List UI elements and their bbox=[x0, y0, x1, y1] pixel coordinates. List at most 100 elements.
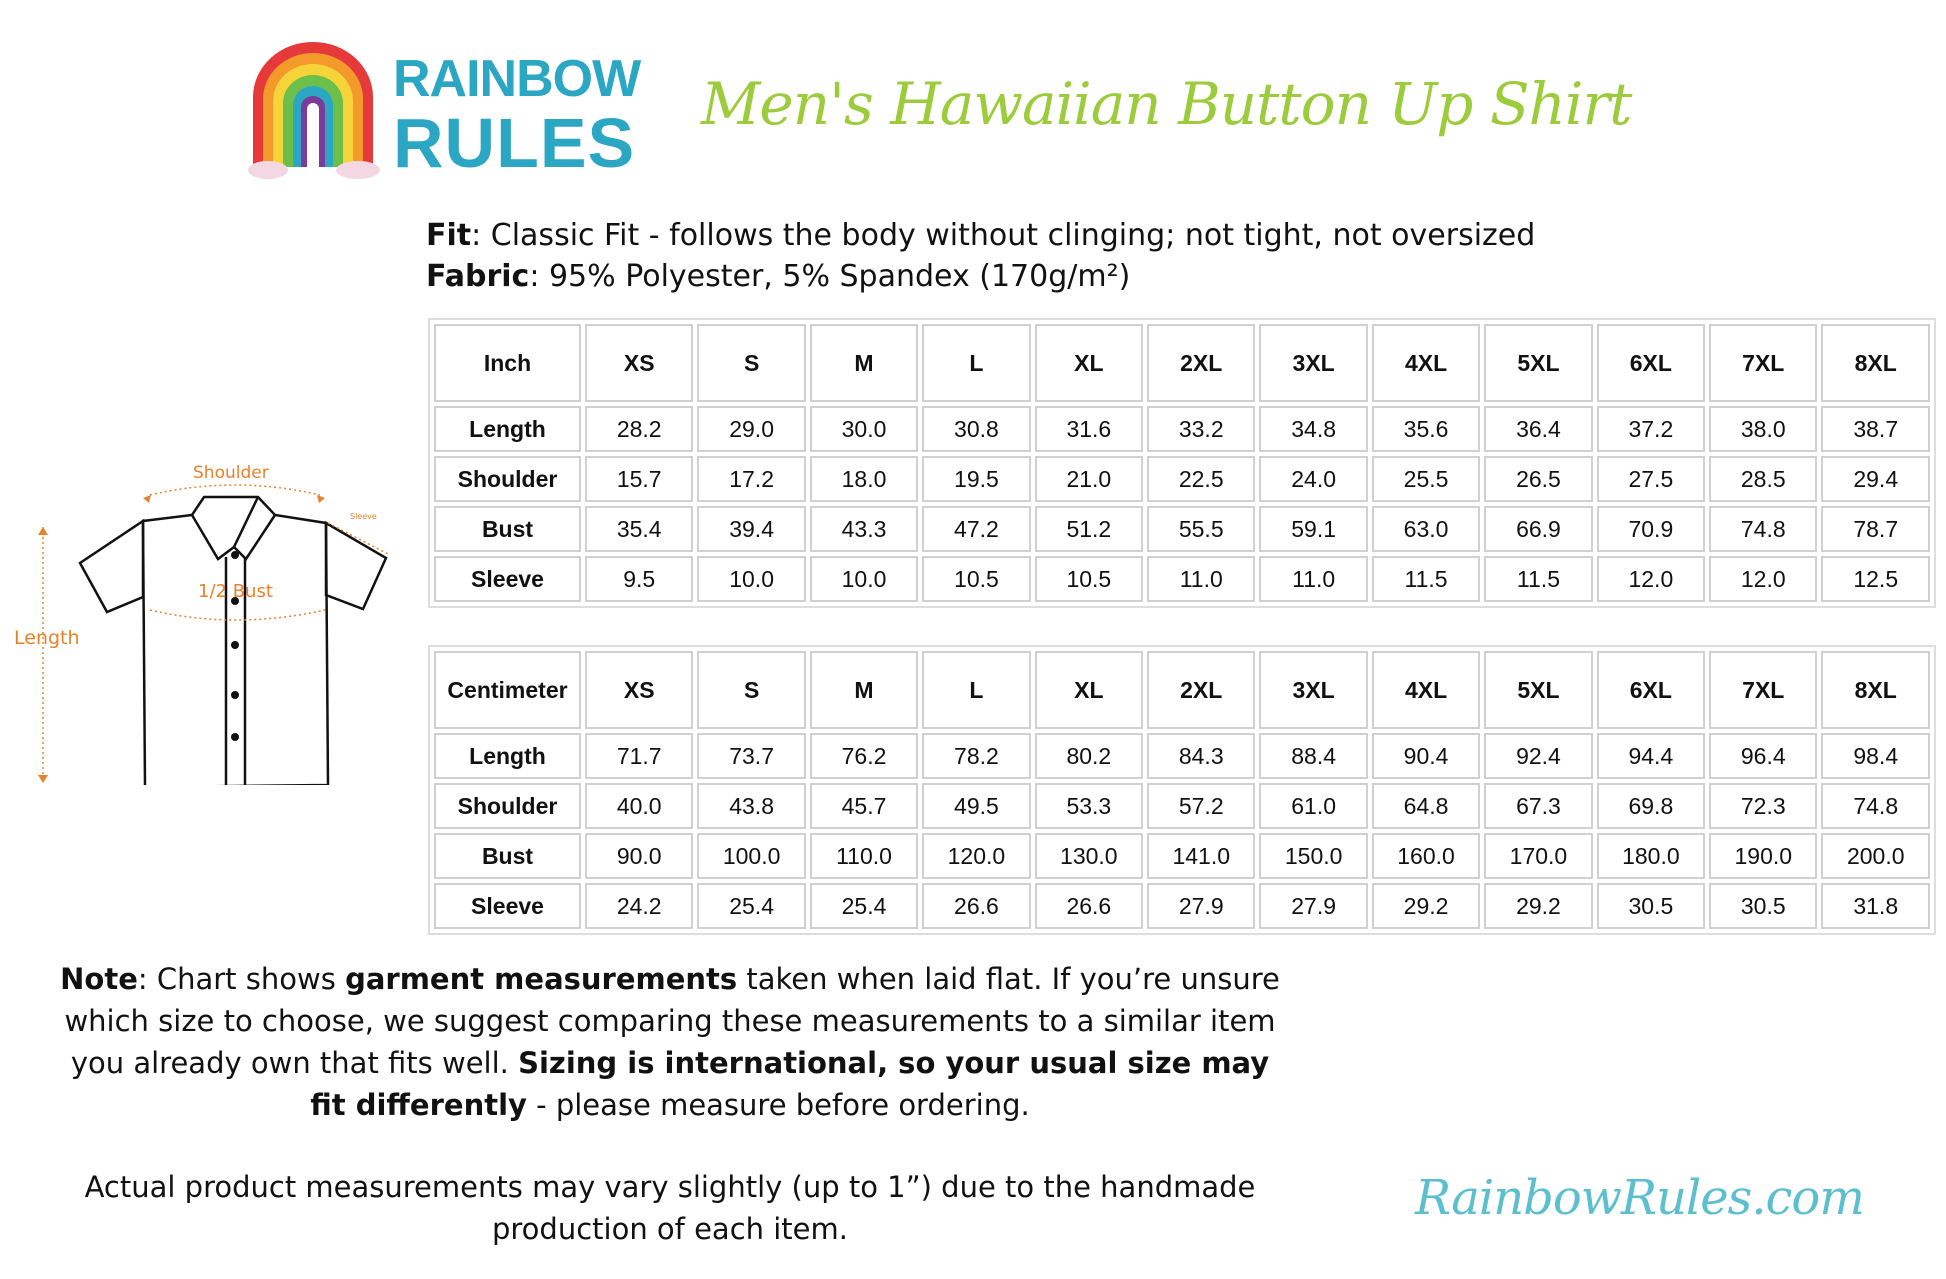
measurement-cell: 59.1 bbox=[1259, 506, 1368, 552]
measurement-cell: 190.0 bbox=[1709, 833, 1818, 879]
inch-size-table: Inch XS S M L XL 2XL 3XL 4XL 5XL 6XL 7XL 8XL Length 28… bbox=[428, 318, 1936, 608]
row-label: Length bbox=[434, 733, 581, 779]
measurement-cell: 74.8 bbox=[1709, 506, 1818, 552]
measurement-cell: 10.0 bbox=[809, 556, 919, 602]
website-logo: RainbowRules.com bbox=[1415, 1170, 1865, 1226]
fit-spec: Fit: Classic Fit - follows the body with… bbox=[426, 218, 1535, 253]
measurement-cell: 11.0 bbox=[1147, 556, 1256, 602]
measurement-cell: 36.4 bbox=[1484, 406, 1593, 452]
size-header: XL bbox=[1034, 651, 1144, 729]
measurement-cell: 150.0 bbox=[1259, 833, 1368, 879]
table-row: Shoulder 40.0 43.8 45.7 49.5 53.3 57.2 61.0 64.8… bbox=[434, 783, 1930, 829]
row-label: Bust bbox=[434, 506, 581, 552]
measurement-cell: 38.0 bbox=[1709, 406, 1818, 452]
measurement-cell: 71.7 bbox=[585, 733, 694, 779]
measurement-cell: 11.5 bbox=[1484, 556, 1593, 602]
measurement-cell: 53.3 bbox=[1034, 783, 1144, 829]
measurement-cell: 30.8 bbox=[922, 406, 1031, 452]
measurement-cell: 84.3 bbox=[1147, 733, 1256, 779]
size-header: 5XL bbox=[1484, 651, 1593, 729]
table-row: Length 71.7 73.7 76.2 78.2 80.2 84.3 88.4 90.4 92… bbox=[434, 733, 1930, 779]
header-row: Centimeter XS S M L XL 2XL 3XL 4XL 5XL 6XL 7XL 8XL bbox=[434, 651, 1930, 729]
rainbow-arch-icon bbox=[248, 42, 380, 179]
measurement-cell: 47.2 bbox=[922, 506, 1031, 552]
measurement-cell: 27.5 bbox=[1596, 456, 1706, 502]
unit-header: Centimeter bbox=[434, 651, 581, 729]
measurement-cell: 92.4 bbox=[1484, 733, 1593, 779]
size-header: M bbox=[809, 324, 919, 402]
measurement-cell: 72.3 bbox=[1709, 783, 1818, 829]
measurement-cell: 30.5 bbox=[1596, 883, 1706, 929]
measurement-cell: 30.0 bbox=[809, 406, 919, 452]
header-row: Inch XS S M L XL 2XL 3XL 4XL 5XL 6XL 7XL 8XL bbox=[434, 324, 1930, 402]
measurement-cell: 11.5 bbox=[1371, 556, 1481, 602]
measurement-cell: 90.0 bbox=[585, 833, 694, 879]
size-header: 8XL bbox=[1821, 324, 1930, 402]
table-row: Shoulder 15.7 17.2 18.0 19.5 21.0 22.5 24.0 25.5… bbox=[434, 456, 1930, 502]
measurement-cell: 40.0 bbox=[585, 783, 694, 829]
measurement-cell: 26.6 bbox=[922, 883, 1031, 929]
measurement-cell: 34.8 bbox=[1259, 406, 1368, 452]
measurement-cell: 90.4 bbox=[1371, 733, 1481, 779]
measurement-cell: 94.4 bbox=[1596, 733, 1706, 779]
measurement-cell: 22.5 bbox=[1147, 456, 1256, 502]
measurement-cell: 55.5 bbox=[1147, 506, 1256, 552]
measurement-cell: 67.3 bbox=[1484, 783, 1593, 829]
measurement-cell: 29.2 bbox=[1371, 883, 1481, 929]
shirt-icon bbox=[38, 484, 391, 789]
size-header: M bbox=[809, 651, 919, 729]
measurement-cell: 130.0 bbox=[1034, 833, 1144, 879]
measurement-cell: 15.7 bbox=[585, 456, 694, 502]
note-label: Note bbox=[60, 962, 138, 996]
measurement-cell: 26.6 bbox=[1034, 883, 1144, 929]
measurement-cell: 24.0 bbox=[1259, 456, 1368, 502]
measurement-cell: 120.0 bbox=[922, 833, 1031, 879]
measurement-cell: 170.0 bbox=[1484, 833, 1593, 879]
size-header: XS bbox=[585, 651, 694, 729]
measurement-cell: 19.5 bbox=[922, 456, 1031, 502]
size-header: L bbox=[922, 324, 1031, 402]
row-label: Shoulder bbox=[434, 456, 581, 502]
measurement-cell: 74.8 bbox=[1821, 783, 1930, 829]
note-paragraph: Note: Chart shows garment measurements t… bbox=[60, 958, 1280, 1126]
measurement-cell: 80.2 bbox=[1034, 733, 1144, 779]
row-label: Shoulder bbox=[434, 783, 581, 829]
measurement-cell: 200.0 bbox=[1821, 833, 1930, 879]
measurement-cell: 69.8 bbox=[1596, 783, 1706, 829]
size-header: 4XL bbox=[1371, 324, 1481, 402]
measurement-cell: 27.9 bbox=[1259, 883, 1368, 929]
measurement-cell: 98.4 bbox=[1821, 733, 1930, 779]
measurement-cell: 51.2 bbox=[1034, 506, 1144, 552]
logo-line2: RULES bbox=[393, 104, 636, 182]
row-label: Sleeve bbox=[434, 883, 581, 929]
measurement-cell: 39.4 bbox=[697, 506, 806, 552]
size-header: 2XL bbox=[1147, 324, 1256, 402]
measurement-cell: 70.9 bbox=[1596, 506, 1706, 552]
measurement-cell: 160.0 bbox=[1371, 833, 1481, 879]
logo-line1: RAINBOW bbox=[393, 50, 641, 108]
measurement-cell: 76.2 bbox=[809, 733, 919, 779]
measurement-cell: 11.0 bbox=[1259, 556, 1368, 602]
measurement-cell: 57.2 bbox=[1147, 783, 1256, 829]
measurement-cell: 31.6 bbox=[1034, 406, 1144, 452]
measurement-cell: 88.4 bbox=[1259, 733, 1368, 779]
measurement-cell: 35.6 bbox=[1371, 406, 1481, 452]
measurement-cell: 28.5 bbox=[1709, 456, 1818, 502]
measurement-cell: 18.0 bbox=[809, 456, 919, 502]
measurement-cell: 29.4 bbox=[1821, 456, 1930, 502]
centimeter-size-table: Centimeter XS S M L XL 2XL 3XL 4XL 5XL 6XL 7XL 8XL Le… bbox=[428, 645, 1936, 935]
measurement-cell: 66.9 bbox=[1484, 506, 1593, 552]
size-header: 6XL bbox=[1596, 651, 1706, 729]
page-title: Men's Hawaiian Button Up Shirt bbox=[701, 70, 1632, 138]
size-header: 4XL bbox=[1371, 651, 1481, 729]
measurement-cell: 12.0 bbox=[1709, 556, 1818, 602]
fit-label: Fit bbox=[426, 218, 472, 253]
row-label: Sleeve bbox=[434, 556, 581, 602]
measurement-cell: 78.2 bbox=[922, 733, 1031, 779]
measurement-cell: 26.5 bbox=[1484, 456, 1593, 502]
table-row: Sleeve 9.5 10.0 10.0 10.5 10.5 11.0 11.0 11.5 11.… bbox=[434, 556, 1930, 602]
size-header: S bbox=[697, 651, 806, 729]
size-header: 2XL bbox=[1147, 651, 1256, 729]
measurement-cell: 31.8 bbox=[1821, 883, 1930, 929]
note-emphasis: garment measurements bbox=[345, 962, 738, 996]
